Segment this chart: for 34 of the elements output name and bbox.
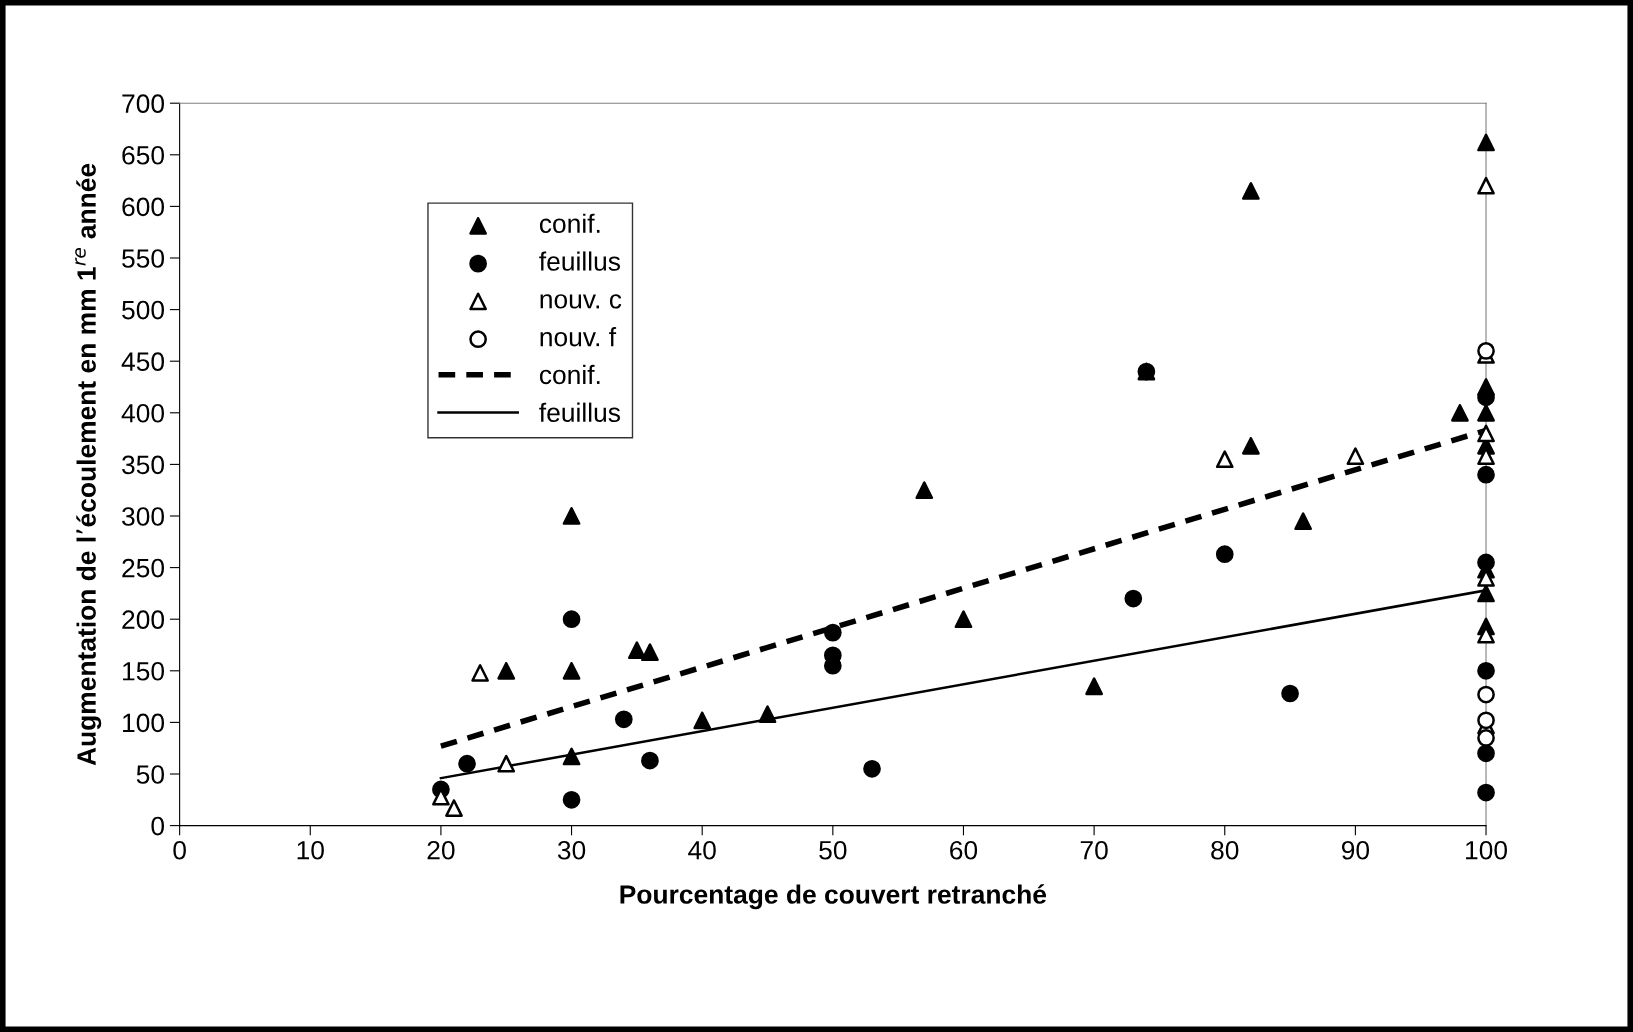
y-axis-title: Augmentation de l’écoulement en mm 1$^{re}$ année [75,163,102,766]
y-tick-label: 300 [122,507,165,526]
x-tick-label: 100 [1466,840,1508,860]
y-tick-label: 650 [122,145,165,165]
y-tick-label: 500 [122,300,165,320]
legend-label: conif. [539,213,600,234]
x-axis-title: Pourcentage de couvert retranché [620,884,1047,910]
x-tick-label: 10 [297,840,324,860]
y-tick-label: 400 [121,403,165,423]
legend-label: nouv. f [540,327,617,347]
x-tick-label: 70 [1080,840,1108,860]
x-tick-label: 30 [557,840,586,860]
legend-label: feuillus [539,251,620,271]
y-tick-label: 450 [121,352,165,372]
y-tick-label: 150 [123,661,165,681]
legend-label: conif. [539,364,600,385]
x-tick-label: 80 [1211,840,1239,860]
y-tick-label: 600 [122,197,165,217]
y-tick-label: 100 [123,713,165,733]
legend-label: nouv. c [540,294,622,309]
x-tick-label: 0 [173,840,186,860]
x-tick-label: 20 [427,840,455,860]
x-tick-label: 60 [950,840,978,860]
x-tick-label: 50 [819,840,847,860]
x-tick-label: 40 [688,840,716,860]
y-tick-label: 550 [122,249,165,268]
y-tick-label: 350 [122,455,165,475]
y-tick-label: 50 [136,765,165,784]
legend-label: feuillus [539,402,620,422]
y-tick-label: 250 [122,558,165,578]
y-tick-label: 200 [122,610,165,630]
y-tick-label: 0 [151,816,165,836]
x-tick-label: 90 [1341,840,1370,860]
y-tick-label: 700 [122,94,165,114]
